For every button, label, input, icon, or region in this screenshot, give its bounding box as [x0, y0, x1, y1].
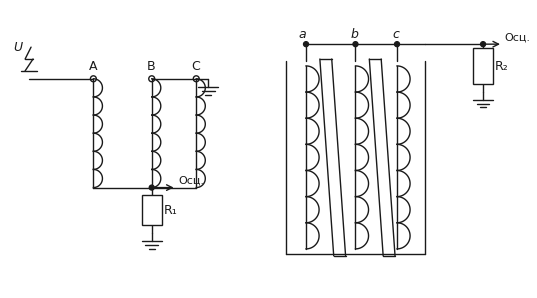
Text: U: U: [13, 41, 23, 54]
Text: C: C: [191, 60, 200, 73]
Text: A: A: [89, 60, 97, 73]
Text: R₂: R₂: [495, 60, 509, 73]
Circle shape: [481, 42, 485, 46]
Text: c: c: [392, 28, 399, 41]
Text: R₁: R₁: [164, 204, 177, 217]
Text: Осц.: Осц.: [178, 176, 205, 186]
Circle shape: [303, 42, 308, 46]
Circle shape: [353, 42, 358, 46]
Text: a: a: [298, 28, 306, 41]
Text: B: B: [147, 60, 155, 73]
Circle shape: [149, 185, 154, 190]
Bar: [473, 48, 493, 84]
Bar: [142, 195, 162, 225]
Text: Осц.: Осц.: [505, 32, 531, 42]
Text: b: b: [351, 28, 358, 41]
Circle shape: [395, 42, 400, 46]
